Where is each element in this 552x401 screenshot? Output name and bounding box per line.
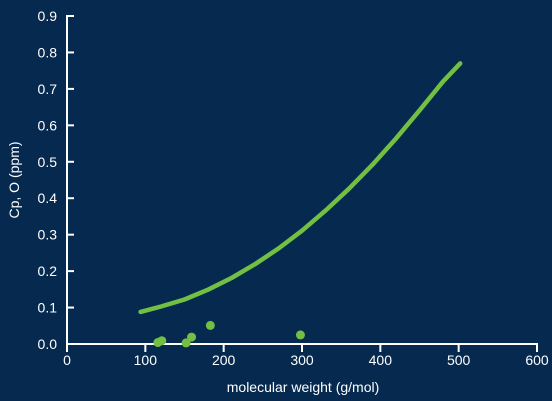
x-tick-label: 500 bbox=[447, 352, 471, 368]
y-tick-label: 0.4 bbox=[38, 190, 58, 206]
y-tick-label: 0.3 bbox=[38, 227, 58, 243]
y-tick-label: 0.2 bbox=[38, 263, 58, 279]
y-tick-label: 0.0 bbox=[38, 336, 58, 352]
x-tick-label: 400 bbox=[369, 352, 393, 368]
y-axis-title: Cp, O (ppm) bbox=[6, 141, 22, 218]
trend-line bbox=[138, 61, 463, 315]
data-point bbox=[187, 332, 197, 342]
y-tick-label: 0.7 bbox=[38, 81, 58, 97]
y-tick-label: 0.6 bbox=[38, 117, 58, 133]
y-tick-label: 0.5 bbox=[38, 154, 58, 170]
ticks-layer: 0 100 200 300 400 500 600 0.0 0.1 0.2 0.3 0.4 0.5 0.6… bbox=[38, 8, 549, 368]
x-tick-label: 0 bbox=[63, 352, 71, 368]
data-point bbox=[205, 320, 215, 330]
data-point bbox=[295, 330, 305, 340]
data-point bbox=[157, 336, 167, 346]
x-tick-label: 200 bbox=[212, 352, 236, 368]
series-layer bbox=[138, 61, 463, 348]
y-tick-label: 0.8 bbox=[38, 44, 58, 60]
y-tick-label: 0.9 bbox=[38, 8, 58, 24]
y-tick-label: 0.1 bbox=[38, 300, 58, 316]
x-tick-label: 300 bbox=[290, 352, 314, 368]
axes-layer bbox=[66, 15, 538, 345]
x-axis-title: molecular weight (g/mol) bbox=[227, 379, 380, 395]
x-tick-label: 600 bbox=[525, 352, 549, 368]
data-point bbox=[181, 338, 191, 348]
x-tick-label: 100 bbox=[134, 352, 158, 368]
